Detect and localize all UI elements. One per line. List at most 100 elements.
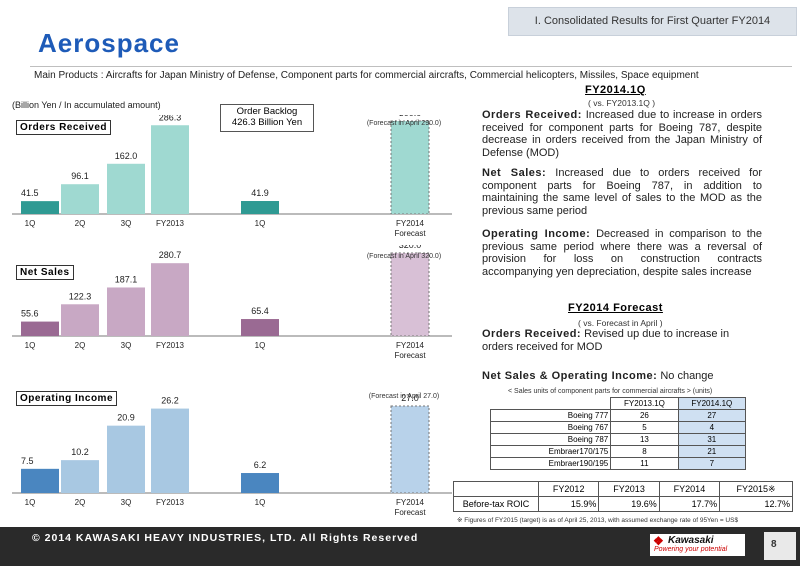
data-label: 320.0 xyxy=(399,245,422,250)
fc-sales-text: No change xyxy=(660,370,714,382)
orders-received-chart: 41.5 1Q 96.1 2Q 162.0 3Q 286.3 FY2013 41.9 1Q 300.… xyxy=(12,108,452,240)
roic-note: ※ Figures of FY2015 (target) is as of Ap… xyxy=(457,517,739,524)
main-products: Main Products : Aircrafts for Japan Mini… xyxy=(34,70,699,81)
river-mark-icon: ❖ xyxy=(653,534,664,548)
forecast-note: (Forecast in April 27.0) xyxy=(369,393,439,400)
orders-received-summary: Orders Received: Increased due to increa… xyxy=(482,109,762,159)
operating-income-summary: Operating Income: Decreased in compariso… xyxy=(482,228,762,278)
tick-label: 2Q xyxy=(75,498,86,507)
cell: 15.9% xyxy=(537,496,600,512)
tick-label: FY2014 xyxy=(396,341,425,350)
cell: 26 xyxy=(610,409,679,422)
cell: 11 xyxy=(610,457,679,470)
row-label: Boeing 777 xyxy=(489,409,612,422)
tick-label: 1Q xyxy=(255,341,266,350)
row-label: Boeing 767 xyxy=(489,421,612,434)
cell: 31 xyxy=(677,433,747,446)
orders-text: Increased due to increase in orders rece… xyxy=(482,109,762,159)
bar xyxy=(241,201,279,214)
forecast-orders: Orders Received: Revised up due to incre… xyxy=(482,328,762,353)
bar xyxy=(151,263,189,336)
tick-label-sub: Forecast xyxy=(394,229,426,238)
data-label: 26.2 xyxy=(161,396,179,406)
data-label: 27.0 xyxy=(401,393,419,403)
units-caption: < Sales units of component parts for com… xyxy=(508,388,713,395)
data-label: 6.2 xyxy=(254,460,267,470)
header-cell: FY2014.1Q xyxy=(677,397,747,410)
orders-head: Orders Received: xyxy=(482,109,582,121)
table-row: Embraer190/195 11 7 xyxy=(489,457,747,470)
order-backlog-title: Order Backlog xyxy=(236,106,298,117)
header-cell xyxy=(491,398,611,410)
page-title: Aerospace xyxy=(38,28,180,58)
page-number: 8 xyxy=(771,539,777,550)
data-label: 55.6 xyxy=(21,309,39,319)
tick-label: 2Q xyxy=(75,341,86,350)
bar xyxy=(61,184,99,214)
bar xyxy=(21,468,59,493)
table-row: Boeing 787 13 31 xyxy=(489,433,747,446)
header-cell: FY2014 xyxy=(658,481,721,497)
tick-label: 3Q xyxy=(121,341,132,350)
tick-label: FY2013 xyxy=(156,498,185,507)
page-number-box xyxy=(764,532,796,560)
tick-label-sub: Forecast xyxy=(394,351,426,360)
data-label: 300.0 xyxy=(399,115,422,118)
data-label: 280.7 xyxy=(159,250,182,260)
bar xyxy=(390,405,430,494)
fc-orders-head: Orders Received: xyxy=(482,328,582,340)
opinc-head: Operating Income: xyxy=(482,228,591,240)
data-label: 162.0 xyxy=(115,151,138,161)
data-label: 10.2 xyxy=(71,447,89,457)
tagline: Powering your potential xyxy=(654,546,728,553)
cell: 5 xyxy=(610,421,679,434)
brand-name: Kawasaki xyxy=(668,535,714,546)
cell: 17.7% xyxy=(658,496,721,512)
data-label: 122.3 xyxy=(69,291,92,301)
cell: 21 xyxy=(677,445,747,458)
section-tab: I. Consolidated Results for First Quarte… xyxy=(508,7,797,36)
data-label: 187.1 xyxy=(115,274,138,284)
net-sales-chart: 55.6 1Q 122.3 2Q 187.1 3Q 280.7 FY2013 65.4 1Q 320… xyxy=(12,240,452,375)
cell: 27 xyxy=(677,409,747,422)
fc-orders-text: Revised up due to increase in orders rec… xyxy=(482,328,730,353)
row-label: Embraer190/195 xyxy=(489,457,612,470)
table-header-row: FY2012 FY2013 FY2014 FY2015※ xyxy=(453,481,793,497)
forecast-note: (Forecast in April 320.0) xyxy=(367,253,441,260)
bar xyxy=(390,120,430,215)
cell: 13 xyxy=(610,433,679,446)
sales-head: Net Sales: xyxy=(482,167,547,179)
header-cell xyxy=(453,481,539,497)
tick-label: FY2014 xyxy=(396,498,425,507)
tick-label: 1Q xyxy=(25,498,36,507)
tick-label: 1Q xyxy=(25,341,36,350)
divider xyxy=(30,66,792,67)
fy1q-title: FY2014.1Q xyxy=(585,84,646,96)
tick-label: 1Q xyxy=(255,498,266,507)
data-label: 41.5 xyxy=(21,188,39,198)
tick-label: FY2014 xyxy=(396,219,425,228)
bar xyxy=(107,163,145,214)
cell: 7 xyxy=(677,457,747,470)
data-label: 65.4 xyxy=(251,306,269,316)
table-row: Before-tax ROIC 15.9% 19.6% 17.7% 12.7% xyxy=(453,496,793,512)
row-label: Boeing 787 xyxy=(489,433,612,446)
table-row: Embraer170/175 8 21 xyxy=(489,445,747,458)
cell: 4 xyxy=(677,421,747,434)
sales-text: Increased due to orders received for com… xyxy=(482,167,762,217)
fy1q-vs: ( vs. FY2013.1Q ) xyxy=(588,98,656,108)
roic-table: FY2012 FY2013 FY2014 FY2015※ Before-tax … xyxy=(453,481,793,512)
cell: 19.6% xyxy=(598,496,660,512)
chart-svg: 41.5 1Q 96.1 2Q 162.0 3Q 286.3 FY2013 41.9 1Q 300.… xyxy=(12,108,452,238)
header-cell: FY2012 xyxy=(537,481,600,497)
chart-svg: 7.5 1Q 10.2 2Q 20.9 3Q 26.2 FY2013 6.2 1Q 27.0 FY20… xyxy=(12,393,452,517)
copyright: © 2014 KAWASAKI HEAVY INDUSTRIES, LTD. A… xyxy=(32,532,419,544)
forecast-note: (Forecast in April 290.0) xyxy=(367,120,441,127)
chart-title: Operating Income xyxy=(16,391,118,406)
data-label: 286.3 xyxy=(159,115,182,122)
operating-income-chart: 7.5 1Q 10.2 2Q 20.9 3Q 26.2 FY2013 6.2 1Q 27.0 FY20… xyxy=(12,385,452,520)
order-backlog-value: 426.3 Billion Yen xyxy=(231,117,303,128)
kawasaki-logo: ❖ Kawasaki Powering your potential xyxy=(650,534,745,556)
header-cell: FY2013.1Q xyxy=(610,397,679,410)
forecast-title: FY2014 Forecast xyxy=(568,302,663,314)
